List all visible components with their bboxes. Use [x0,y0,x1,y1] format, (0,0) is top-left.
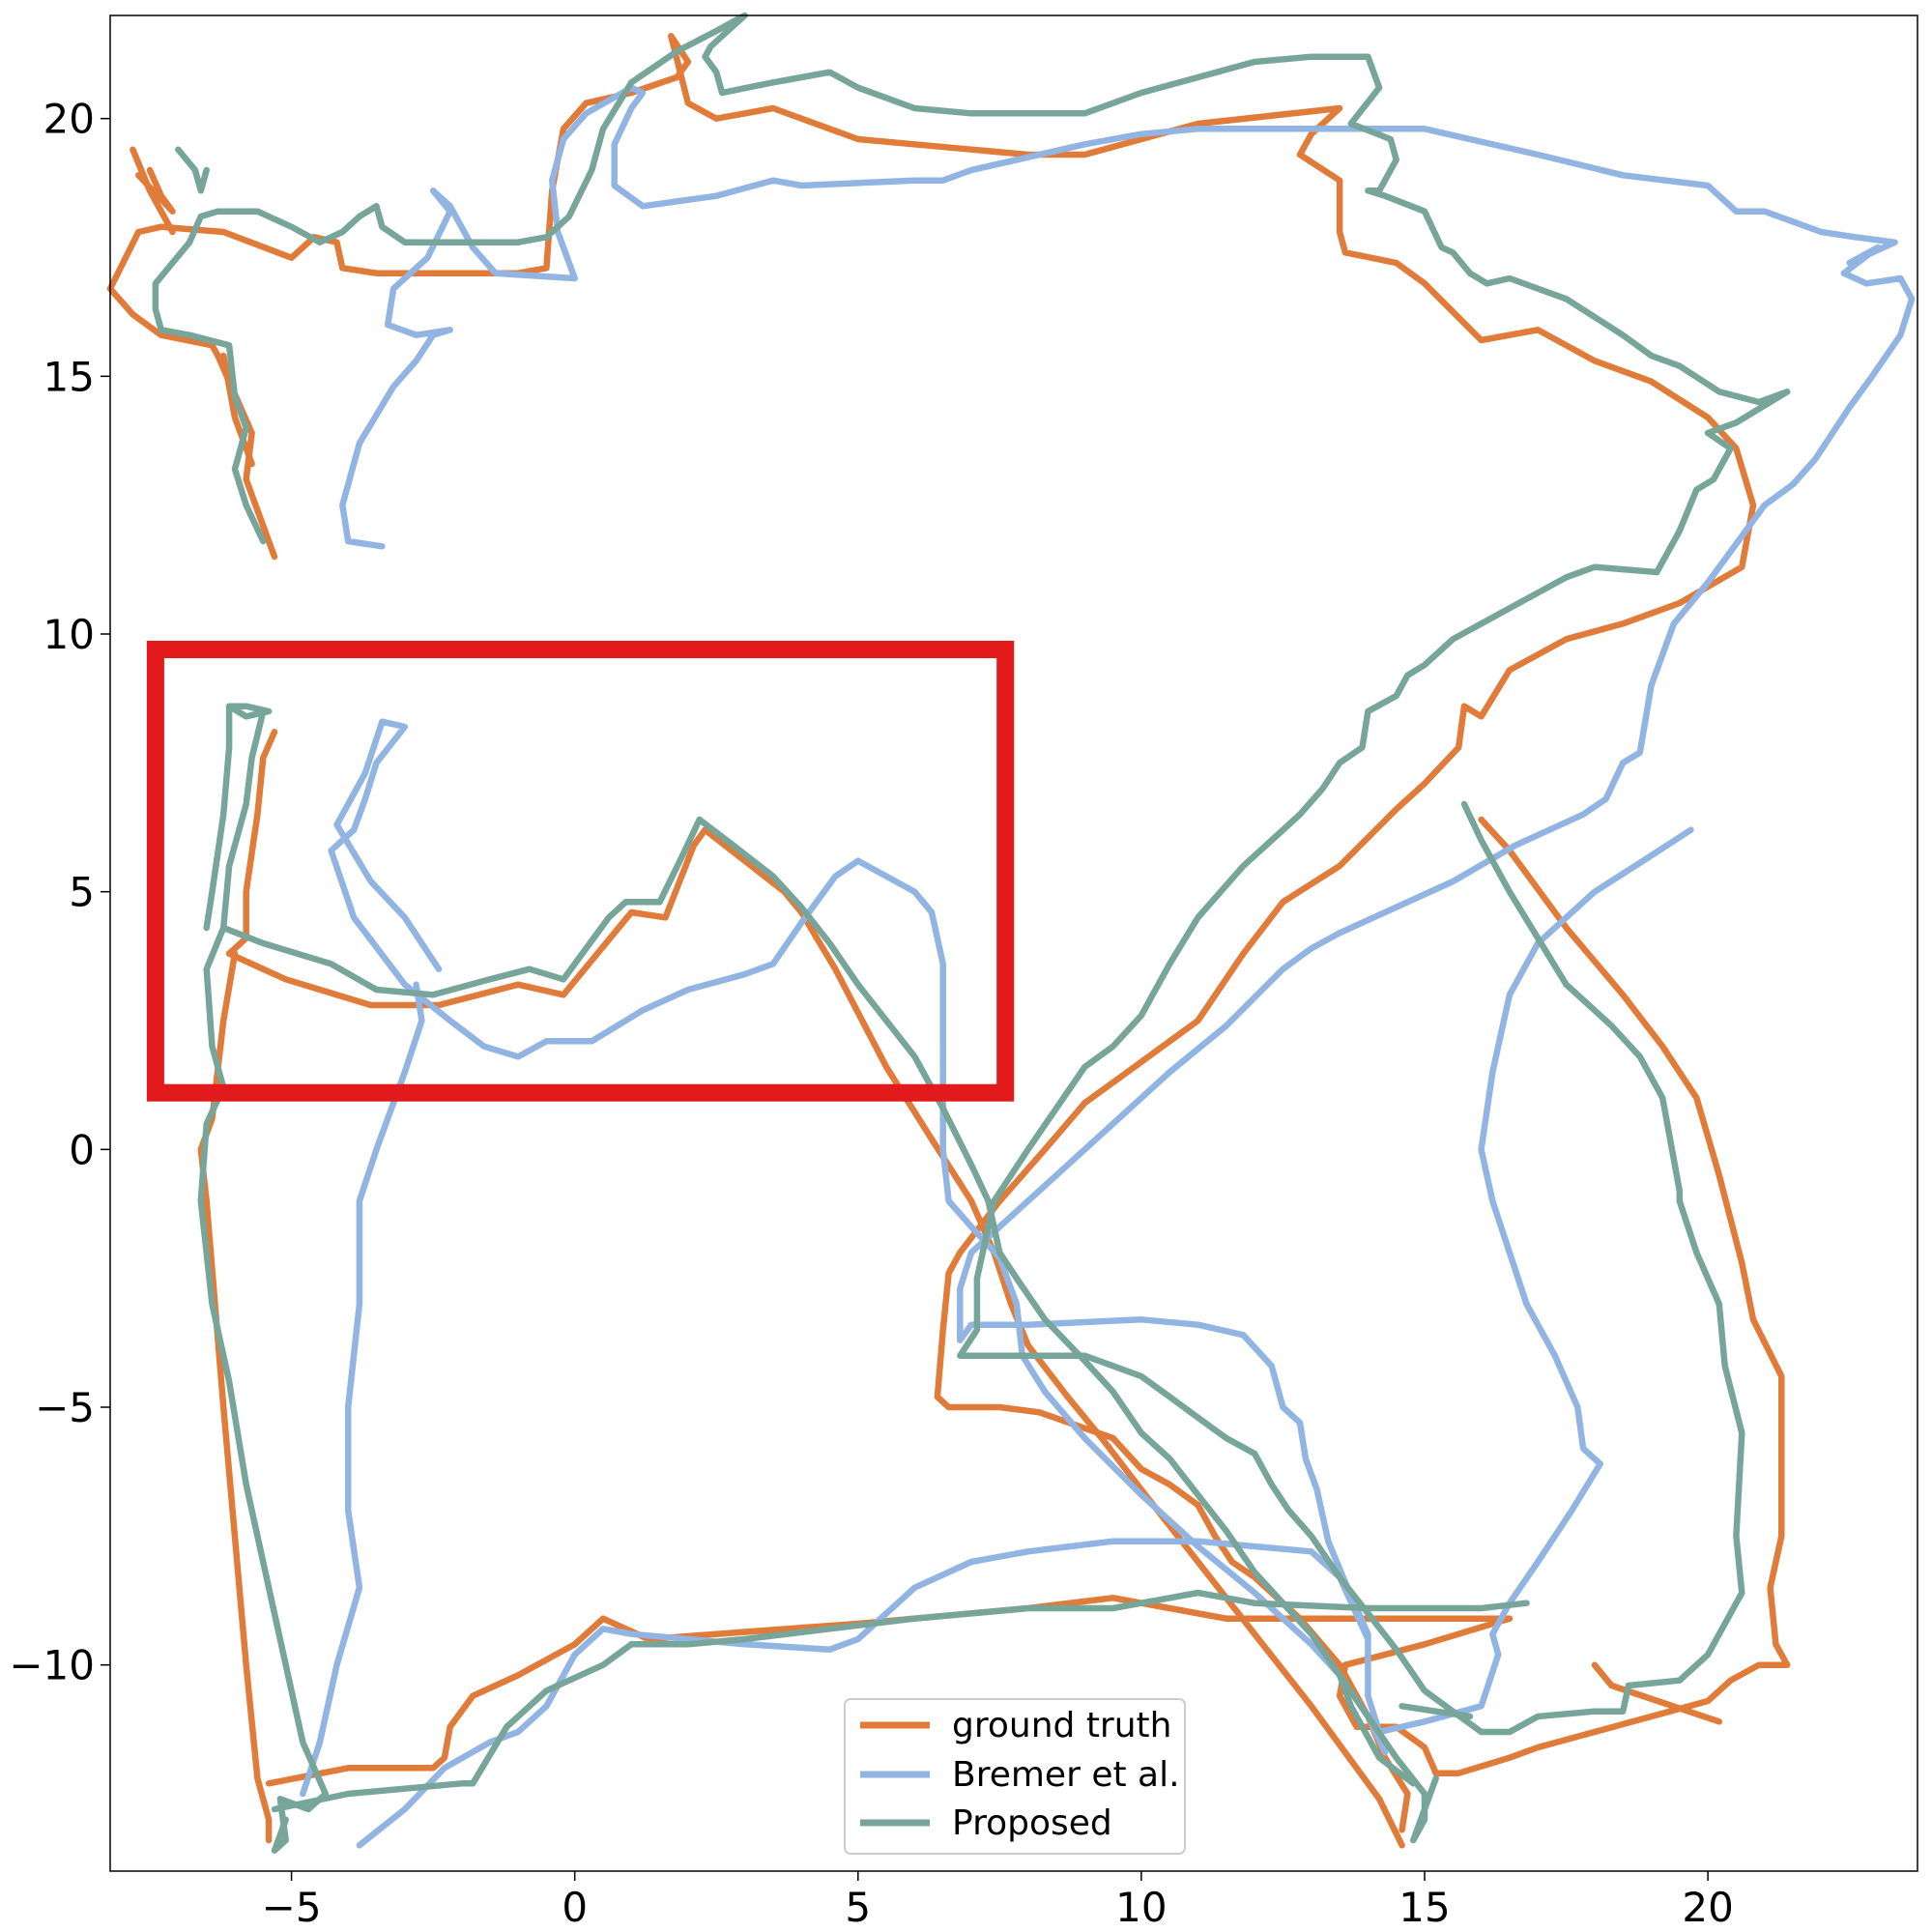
series-line-ground-truth [135,166,176,215]
x-tick-label: −5 [262,1884,322,1931]
series-line-ground-truth [1591,1661,1723,1725]
series-line-bremer-et-al [328,718,1389,1756]
x-tick-label: 15 [1399,1884,1450,1931]
series-line-ground-truth [130,146,176,236]
y-tick-label: −5 [35,1384,95,1431]
x-tick-label: 5 [845,1884,871,1931]
y-tick-label: 10 [43,611,95,658]
legend: ground truth Bremer et al. Proposed [844,1698,1186,1855]
y-tick-label: 0 [69,1126,95,1173]
y-tick-label: 20 [43,96,95,143]
y-tick-label: −10 [9,1642,95,1689]
y-tick-label: 5 [69,869,95,916]
y-axis: −10 −5 0 5 10 15 20 [9,96,110,1689]
legend-label-proposed: Proposed [952,1803,1112,1843]
x-tick-label: 0 [562,1884,588,1931]
series-line-bremer-et-al [300,981,425,1798]
plot-frame [109,14,1918,1872]
series-line-ground-truth [219,352,255,468]
series-line-proposed [1336,1672,1417,1787]
series-line-proposed [219,707,1439,1844]
series-line-proposed [175,146,210,194]
series-line-proposed [1399,1703,1474,1720]
x-tick-label: 20 [1682,1884,1733,1931]
highlight-box [146,641,1015,1102]
x-tick-label: 10 [1115,1884,1167,1931]
legend-label-ground-truth: ground truth [952,1706,1171,1745]
series-line-ground-truth [106,33,1757,1833]
y-tick-label: 15 [43,353,95,400]
series-line-proposed [152,12,1791,1736]
legend-box [844,1698,1186,1855]
legend-label-bremer: Bremer et al. [952,1755,1180,1795]
series-line-proposed [203,703,273,932]
series-line-proposed [271,1589,1530,1813]
series-line-ground-truth [265,1595,1514,1787]
series-layer [106,12,1916,1854]
x-axis: −5 0 5 10 15 20 [262,1871,1734,1931]
